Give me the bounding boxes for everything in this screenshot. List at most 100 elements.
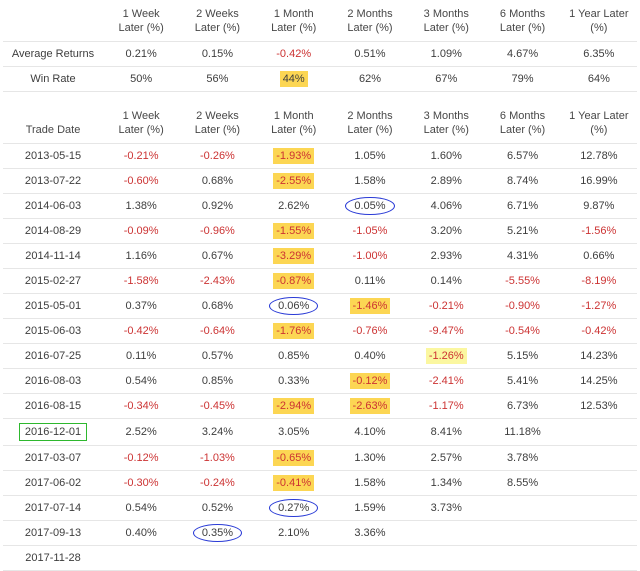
cell-value: 64% (587, 73, 610, 85)
table-cell: -0.45% (179, 393, 256, 419)
cell-value: -1.58% (123, 275, 159, 287)
table-cell: -0.54% (484, 318, 561, 344)
table-cell: 8.55% (484, 470, 561, 496)
table-cell (484, 495, 561, 521)
table-cell: 50% (103, 66, 180, 92)
table-cell: 0.06% (255, 293, 332, 319)
table-cell: 2013-05-15 (3, 143, 103, 169)
circled-value: 0.06% (269, 296, 319, 315)
cell-value: -1.03% (199, 452, 235, 464)
trade-date: 2017-03-07 (24, 452, 82, 464)
table-cell: 56% (179, 66, 256, 92)
table-cell: -0.87% (255, 268, 332, 294)
table-cell: 1.16% (103, 243, 180, 269)
cell-value: -1.00% (352, 250, 388, 262)
table-row: 2015-05-01 0.37% 0.68% 0.06% -1.46% -0.21% -0.… (3, 293, 637, 319)
cell-value: -0.64% (199, 325, 235, 337)
trade-date: 2013-07-22 (24, 175, 82, 187)
cell-value: 6.71% (506, 200, 539, 212)
table-cell: -0.65% (255, 445, 332, 471)
summary-row-label: Win Rate (30, 73, 76, 85)
table-cell: 8.74% (484, 168, 561, 194)
cell-value (520, 559, 526, 561)
table-cell: 3.05% (255, 418, 332, 446)
cell-value (443, 559, 449, 561)
table-cell: 9.87% (560, 193, 637, 219)
cell-value: 1.58% (354, 175, 386, 187)
table-cell: 2.62% (255, 193, 332, 219)
highlighted-value: -1.46% (349, 298, 391, 314)
column-header: 1 Year Later (%) (560, 105, 637, 144)
table-cell: 0.11% (331, 268, 409, 294)
table-cell: 1.38% (103, 193, 180, 219)
summary-row-label: Average Returns (11, 48, 95, 60)
table-cell: 0.35% (179, 520, 256, 546)
table-cell: 2014-06-03 (3, 193, 103, 219)
cell-value: 0.85% (278, 350, 310, 362)
table-cell: 0.40% (103, 520, 180, 546)
highlighted-value: -2.55% (273, 173, 315, 189)
table-cell (408, 520, 485, 546)
highlighted-value: -1.26% (425, 348, 467, 364)
table-cell: -1.93% (255, 143, 332, 169)
trade-date: 2015-05-01 (24, 300, 82, 312)
table-cell: Average Returns (3, 41, 103, 67)
cell-value: -0.60% (123, 175, 159, 187)
trade-date: 2017-06-02 (24, 477, 82, 489)
cell-value: 5.41% (506, 375, 539, 387)
table-cell: -1.58% (103, 268, 180, 294)
table-cell: 0.67% (179, 243, 256, 269)
table-cell: 2.52% (103, 418, 180, 446)
table-cell: 3.24% (179, 418, 256, 446)
table-cell: -0.34% (103, 393, 180, 419)
cell-value: 4.06% (430, 200, 462, 212)
trade-date: 2017-09-13 (24, 527, 82, 539)
table-cell (331, 545, 409, 571)
cell-value: 1.30% (354, 452, 386, 464)
cell-value: -0.96% (199, 225, 235, 237)
cell-value: 0.52% (201, 502, 234, 514)
cell-value: 62% (358, 73, 381, 85)
table-cell: 67% (408, 66, 485, 92)
cell-value: -1.56% (581, 225, 617, 237)
table-cell: 0.85% (179, 368, 256, 394)
cell-value: 1.09% (430, 48, 462, 60)
returns-table-body: 2013-05-15 -0.21% -0.26% -1.93% 1.05% 1.60% 6.… (3, 143, 637, 571)
table-cell: 6.57% (484, 143, 561, 169)
table-cell: -0.26% (179, 143, 256, 169)
cell-value (291, 559, 297, 561)
cell-value: -0.34% (123, 400, 159, 412)
highlighted-value: -1.55% (273, 223, 315, 239)
table-cell: -1.26% (408, 343, 485, 369)
corner-cell (3, 3, 103, 42)
table-cell: -3.29% (255, 243, 332, 269)
circled-value: 0.27% (269, 498, 319, 517)
cell-value: 1.58% (354, 477, 386, 489)
cell-value: 14.25% (580, 375, 618, 387)
table-cell: 11.18% (484, 418, 561, 446)
table-cell: -0.60% (103, 168, 180, 194)
cell-value: 0.51% (354, 48, 386, 60)
cell-value: 0.92% (201, 200, 234, 212)
table-cell: 3.78% (484, 445, 561, 471)
trade-date: 2015-06-03 (24, 325, 82, 337)
cell-value: -0.09% (123, 225, 159, 237)
column-header: 1 Year Later (%) (560, 3, 637, 42)
cell-value: -0.42% (276, 48, 312, 60)
table-cell: 2017-03-07 (3, 445, 103, 471)
table-cell: -1.03% (179, 445, 256, 471)
cell-value: -0.76% (352, 325, 388, 337)
cell-value: -9.47% (428, 325, 464, 337)
table-cell: 0.40% (331, 343, 409, 369)
table-row: 2015-06-03 -0.42% -0.64% -1.76% -0.76% -9.47%… (3, 318, 637, 344)
cell-value: 1.16% (125, 250, 157, 262)
cell-value (443, 534, 449, 536)
circled-value: 0.05% (345, 196, 395, 215)
table-cell: 2016-07-25 (3, 343, 103, 369)
table-cell: -0.76% (331, 318, 409, 344)
highlighted-value: 44% (279, 71, 308, 87)
table-row: 2013-07-22 -0.60% 0.68% -2.55% 1.58% 2.89% 8.7… (3, 168, 637, 194)
table-cell: -0.21% (103, 143, 180, 169)
cell-value: 0.68% (201, 175, 234, 187)
trade-date: 2015-02-27 (24, 275, 82, 287)
